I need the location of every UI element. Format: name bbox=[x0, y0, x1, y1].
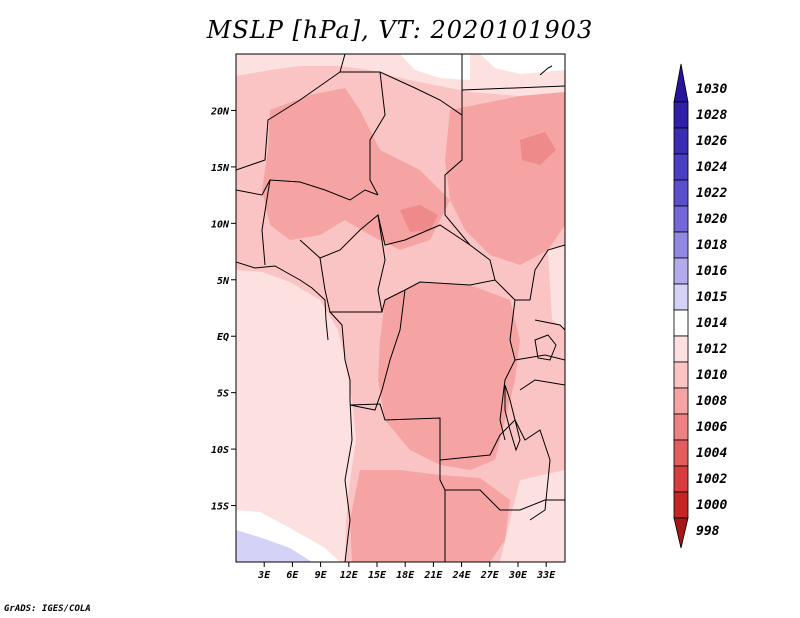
colorbar-label: 1020 bbox=[696, 212, 727, 227]
border-line bbox=[261, 179, 271, 266]
lon-tick-label: 9E bbox=[315, 570, 328, 581]
colorbar-swatch bbox=[673, 517, 689, 549]
border-line bbox=[349, 289, 406, 411]
colorbar-swatch bbox=[673, 309, 689, 337]
lon-tick-label: 33E bbox=[536, 570, 556, 581]
border-line bbox=[529, 244, 565, 301]
map-frame bbox=[235, 53, 566, 563]
lat-tick-label: 10N bbox=[211, 219, 230, 230]
pressure-field bbox=[236, 54, 565, 562]
colorbar-swatch bbox=[673, 179, 689, 207]
border-line bbox=[519, 379, 565, 391]
border-line bbox=[534, 319, 565, 331]
colorbar-swatch bbox=[673, 491, 689, 519]
lon-axis: 3E 6E 9E 12E 15E 18E 21E 24E 27E 30E 33E bbox=[257, 562, 556, 581]
border-line bbox=[236, 179, 379, 201]
colorbar-label: 1030 bbox=[696, 82, 727, 97]
field-1008-south bbox=[350, 470, 510, 562]
field-1015-sw bbox=[236, 530, 312, 562]
map-title: MSLP [hPa], VT: 2020101903 bbox=[206, 16, 594, 44]
country-borders bbox=[236, 54, 565, 562]
border-line bbox=[514, 354, 565, 361]
colorbar-label: 1018 bbox=[696, 238, 727, 253]
border-line bbox=[445, 489, 565, 511]
field-1014-north bbox=[400, 54, 470, 80]
colorbar-label: 1026 bbox=[696, 134, 727, 149]
field-1012-se bbox=[500, 470, 565, 562]
border-line bbox=[444, 115, 496, 281]
colorbar-swatch bbox=[673, 205, 689, 233]
colorbar-swatch bbox=[673, 335, 689, 363]
lon-tick-label: 21E bbox=[423, 570, 443, 581]
field-1012-east bbox=[548, 245, 565, 330]
colorbar-label: 1024 bbox=[696, 160, 727, 175]
lon-tick-label: 27E bbox=[480, 570, 500, 581]
lake-tanganyika bbox=[504, 384, 521, 452]
border-line bbox=[499, 299, 516, 441]
colorbar-swatch bbox=[673, 101, 689, 129]
lat-tick-label: 20N bbox=[210, 106, 230, 117]
lon-tick-label: 24E bbox=[452, 570, 472, 581]
field-1014-ne bbox=[480, 54, 565, 74]
lon-tick-label: 15E bbox=[368, 570, 387, 581]
colorbar-label: 998 bbox=[696, 524, 720, 539]
colorbar-swatch bbox=[673, 413, 689, 441]
border-line bbox=[369, 71, 386, 196]
lon-tick-label: 18E bbox=[396, 570, 415, 581]
field-1006-patch-sudan bbox=[520, 132, 556, 165]
colorbar-swatch bbox=[673, 63, 689, 103]
field-1012-north bbox=[236, 54, 565, 96]
colorbar-swatch bbox=[673, 387, 689, 415]
colorbar-swatch bbox=[673, 439, 689, 467]
lon-tick-label: 12E bbox=[340, 570, 359, 581]
border-line bbox=[329, 311, 353, 562]
colorbar-label: 1002 bbox=[696, 472, 727, 487]
lat-tick-label: 5S bbox=[217, 389, 229, 400]
red-sea-coast bbox=[539, 65, 553, 76]
lat-axis: 20N 15N 10N 5N EQ 5S 10S 15S bbox=[210, 106, 236, 513]
footer-credit: GrADS: IGES/COLA bbox=[4, 604, 91, 614]
border-line bbox=[319, 257, 530, 313]
colorbar-label: 1014 bbox=[696, 316, 727, 331]
border-line bbox=[377, 214, 386, 313]
colorbar-label: 1028 bbox=[696, 108, 727, 123]
lat-tick-label: EQ bbox=[217, 332, 229, 343]
border-line bbox=[461, 85, 565, 91]
colorbar-label: 1015 bbox=[696, 290, 727, 305]
field-1006-patch-chad bbox=[400, 205, 438, 232]
colorbar-swatch bbox=[673, 361, 689, 389]
colorbar-swatch bbox=[673, 283, 689, 311]
lat-tick-label: 15N bbox=[211, 163, 230, 174]
coastline-west bbox=[236, 261, 329, 341]
colorbar-label: 1012 bbox=[696, 342, 727, 357]
lon-tick-label: 3E bbox=[257, 570, 271, 581]
lon-tick-label: 30E bbox=[508, 570, 528, 581]
colorbar-label: 1016 bbox=[696, 264, 727, 279]
lat-tick-label: 15S bbox=[211, 502, 229, 513]
border-line bbox=[340, 54, 463, 116]
lat-tick-label: 10S bbox=[211, 445, 229, 456]
colorbar-label: 1006 bbox=[696, 420, 727, 435]
colorbar-label: 1022 bbox=[696, 186, 727, 201]
field-1012-west-coast bbox=[236, 270, 356, 562]
colorbar-label: 1008 bbox=[696, 394, 727, 409]
colorbar-swatch bbox=[673, 465, 689, 493]
colorbar-swatch bbox=[673, 257, 689, 285]
colorbar-label: 1000 bbox=[696, 498, 727, 513]
field-1008-congo bbox=[378, 282, 520, 470]
lat-tick-label: 5N bbox=[217, 276, 230, 287]
colorbar-swatch bbox=[673, 231, 689, 259]
colorbar-swatch bbox=[673, 153, 689, 181]
border-line bbox=[439, 419, 551, 521]
colorbar-swatch bbox=[673, 127, 689, 155]
colorbar: 1030 1028 1026 1024 1022 1020 1018 1016 1015 1014… bbox=[673, 63, 727, 549]
colorbar-label: 1010 bbox=[696, 368, 727, 383]
border-line bbox=[236, 54, 346, 171]
colorbar-label: 1004 bbox=[696, 446, 727, 461]
lon-tick-label: 6E bbox=[286, 570, 299, 581]
lake-victoria bbox=[534, 334, 557, 361]
